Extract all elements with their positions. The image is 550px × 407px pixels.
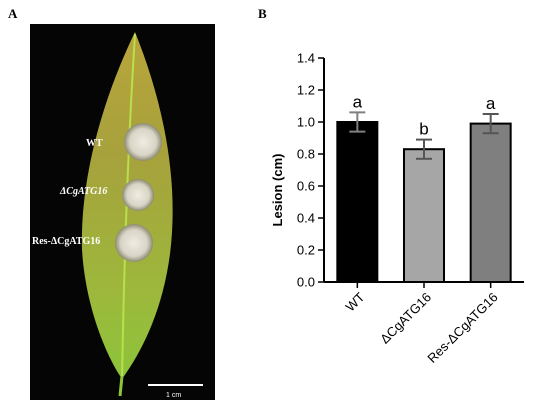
significance-letter: a xyxy=(486,94,496,113)
y-tick-label: 1.0 xyxy=(297,115,315,130)
lesion-wt xyxy=(124,123,162,161)
x-tick-label: Res-ΔCgATG16 xyxy=(424,290,500,366)
bars: a b a xyxy=(336,92,512,283)
y-tick-label: 0.0 xyxy=(297,275,315,290)
bar xyxy=(336,121,379,283)
x-tick-label: ΔCgATG16 xyxy=(377,290,434,347)
x-tick-label: WT xyxy=(343,289,368,314)
strain-label-complemented: Res-ΔCgATG16 xyxy=(32,236,100,247)
y-tick-label: 1.2 xyxy=(297,83,315,98)
significance-letter: b xyxy=(419,120,428,139)
scale-bar-label: 1 cm xyxy=(166,392,181,399)
significance-letter: a xyxy=(353,92,363,111)
strain-label-wt: WT xyxy=(86,138,103,149)
y-tick-label: 0.2 xyxy=(297,243,315,258)
strain-label-mutant: ΔCgATG16 xyxy=(59,186,107,197)
panel-label-b: B xyxy=(258,6,267,21)
lesion-bar-chart: Lesion (cm) 0.00.20.40.60.81.01.21.4 aba… xyxy=(270,51,524,366)
y-axis-label: Lesion (cm) xyxy=(270,154,285,227)
y-tick-label: 0.6 xyxy=(297,179,315,194)
y-tick-label: 0.8 xyxy=(297,147,315,162)
panel-label-a: A xyxy=(8,6,18,21)
leaf-petiole xyxy=(118,375,124,397)
y-tick-label: 1.4 xyxy=(297,51,315,66)
lesion-complemented xyxy=(115,224,153,262)
y-tick-label: 0.4 xyxy=(297,211,315,226)
bar xyxy=(469,122,512,283)
y-axis-ticks: 0.0 0.2 0.4 0.6 0.8 1.0 1.2 1.4 xyxy=(297,51,324,290)
leaf-photo: WT ΔCgATG16 Res-ΔCgATG16 1 cm xyxy=(30,24,215,400)
lesion-mutant xyxy=(122,179,154,211)
bar xyxy=(403,148,445,283)
